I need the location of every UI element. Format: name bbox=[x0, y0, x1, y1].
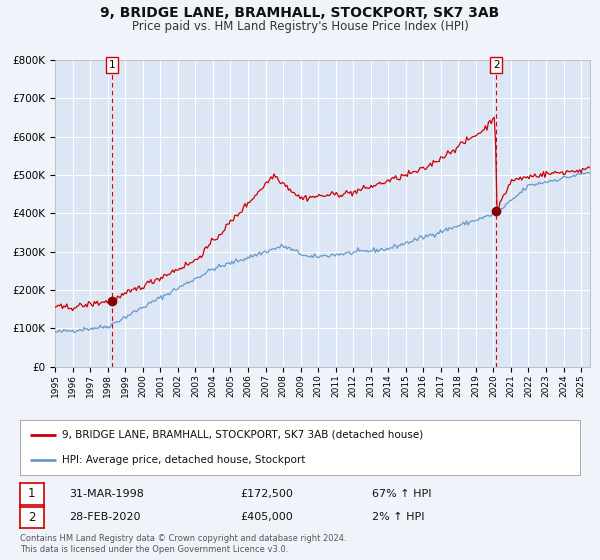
Text: This data is licensed under the Open Government Licence v3.0.: This data is licensed under the Open Gov… bbox=[20, 545, 288, 554]
Text: 2% ↑ HPI: 2% ↑ HPI bbox=[372, 512, 425, 522]
Text: 1: 1 bbox=[28, 487, 35, 501]
Text: 9, BRIDGE LANE, BRAMHALL, STOCKPORT, SK7 3AB (detached house): 9, BRIDGE LANE, BRAMHALL, STOCKPORT, SK7… bbox=[62, 430, 423, 440]
Text: 67% ↑ HPI: 67% ↑ HPI bbox=[372, 489, 431, 499]
Text: 31-MAR-1998: 31-MAR-1998 bbox=[69, 489, 144, 499]
Text: £405,000: £405,000 bbox=[240, 512, 293, 522]
Text: 2: 2 bbox=[493, 60, 500, 70]
Text: 2: 2 bbox=[28, 511, 35, 524]
Text: 28-FEB-2020: 28-FEB-2020 bbox=[69, 512, 140, 522]
Text: 9, BRIDGE LANE, BRAMHALL, STOCKPORT, SK7 3AB: 9, BRIDGE LANE, BRAMHALL, STOCKPORT, SK7… bbox=[100, 6, 500, 20]
Text: Price paid vs. HM Land Registry's House Price Index (HPI): Price paid vs. HM Land Registry's House … bbox=[131, 20, 469, 33]
Text: £172,500: £172,500 bbox=[240, 489, 293, 499]
Text: HPI: Average price, detached house, Stockport: HPI: Average price, detached house, Stoc… bbox=[62, 455, 305, 465]
Text: Contains HM Land Registry data © Crown copyright and database right 2024.: Contains HM Land Registry data © Crown c… bbox=[20, 534, 346, 543]
Text: 1: 1 bbox=[109, 60, 115, 70]
